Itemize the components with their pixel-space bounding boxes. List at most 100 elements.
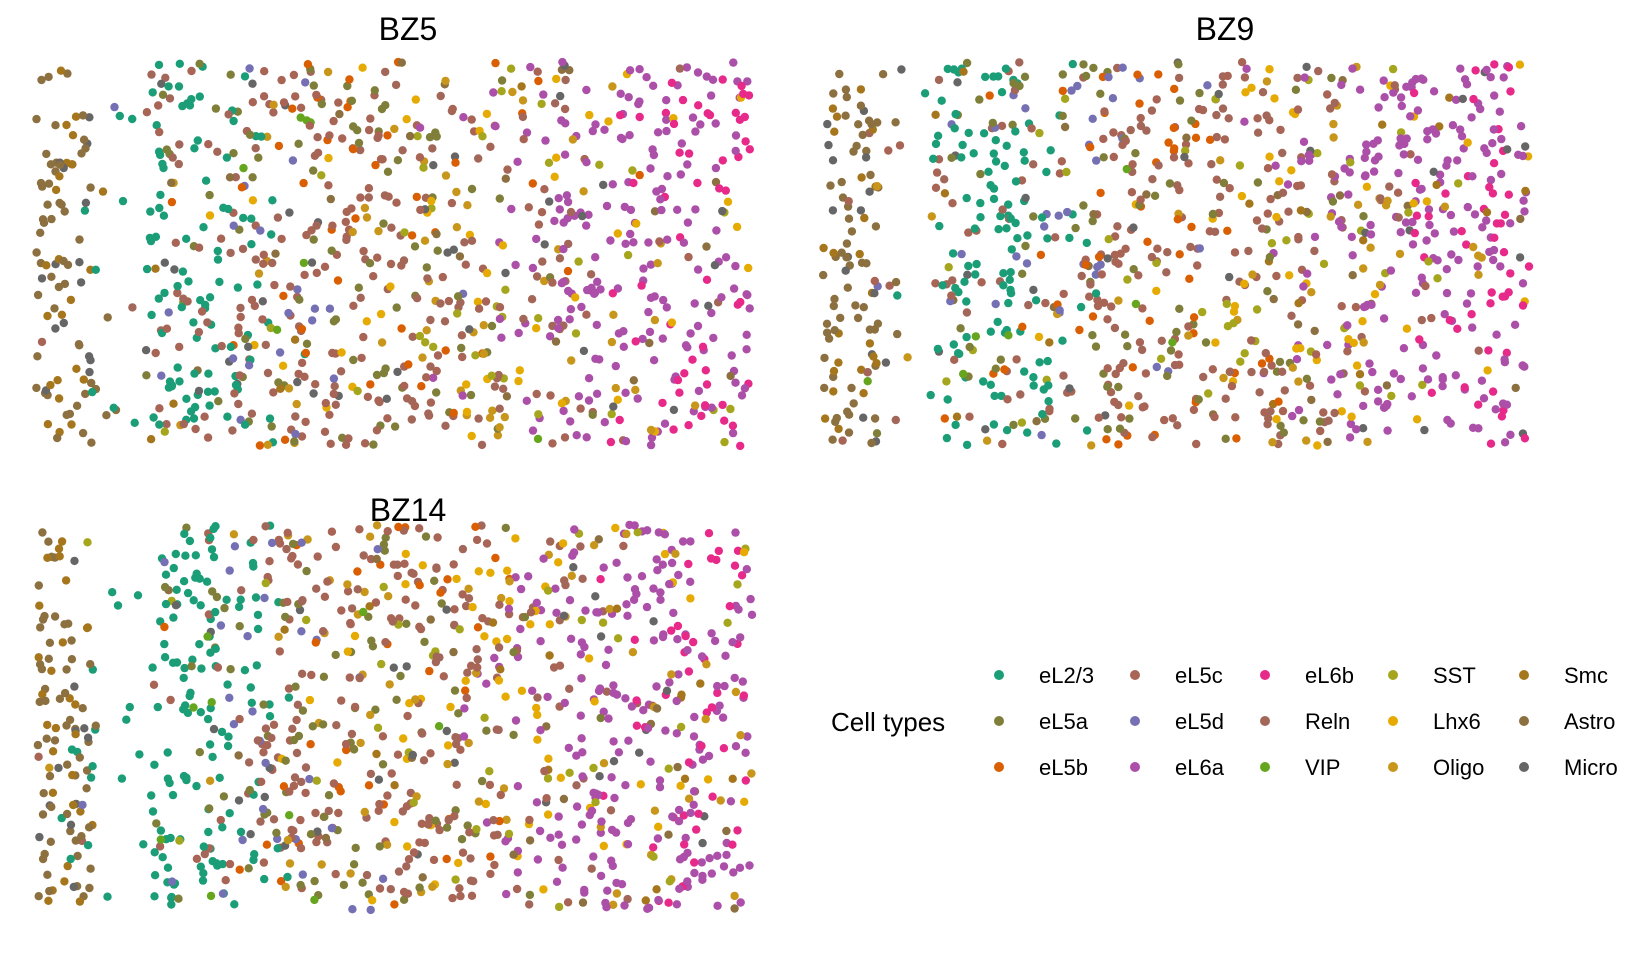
cell-point	[205, 190, 214, 200]
cell-point	[471, 351, 480, 360]
cell-point	[847, 227, 857, 236]
cell-point	[1418, 380, 1427, 390]
cell-point	[456, 891, 465, 901]
cell-point	[684, 758, 694, 767]
cell-point	[437, 599, 446, 608]
cell-point	[1037, 430, 1046, 440]
cell-point	[1276, 125, 1285, 135]
cell-point	[611, 523, 620, 533]
cell-point	[371, 598, 381, 607]
cell-point	[513, 868, 522, 877]
cell-point	[239, 163, 248, 173]
cell-point	[1040, 222, 1049, 231]
cell-point	[189, 414, 199, 423]
cell-point	[931, 139, 941, 149]
cell-point	[403, 711, 412, 721]
cell-point	[171, 238, 180, 247]
cell-point	[349, 145, 358, 154]
cell-point	[718, 75, 727, 84]
cell-point	[50, 612, 60, 621]
cell-point	[81, 198, 91, 207]
cell-point	[1440, 202, 1450, 211]
cell-point	[720, 681, 729, 691]
cell-point	[723, 618, 732, 627]
cell-point	[72, 364, 81, 373]
cell-point	[325, 131, 334, 140]
cell-point	[190, 144, 199, 153]
cell-point	[532, 324, 541, 333]
cell-point	[1389, 369, 1399, 378]
cell-point	[694, 386, 704, 396]
cell-point	[838, 436, 847, 445]
cell-point	[861, 153, 871, 162]
cell-point	[1516, 122, 1526, 131]
cell-point	[418, 353, 427, 362]
cell-point	[655, 776, 665, 785]
cell-point	[333, 276, 343, 285]
cell-point	[675, 64, 685, 73]
cell-point	[45, 638, 55, 647]
cell-point	[744, 263, 753, 273]
cell-point	[1175, 96, 1185, 105]
cell-point	[1486, 175, 1496, 185]
cell-point	[1079, 201, 1088, 210]
cell-point	[1313, 441, 1322, 450]
cell-point	[654, 822, 663, 831]
cell-point	[1367, 300, 1376, 309]
cell-point	[213, 255, 223, 264]
cell-point	[1399, 344, 1409, 353]
cell-point	[635, 97, 644, 106]
cell-point	[135, 750, 144, 759]
cell-point	[173, 363, 182, 372]
cell-point	[678, 537, 688, 546]
legend-key-el6a	[1130, 762, 1140, 772]
cell-point	[737, 571, 747, 580]
cell-point	[586, 270, 596, 279]
cell-point	[606, 806, 616, 815]
cell-point	[1218, 104, 1228, 113]
cell-point	[253, 624, 263, 634]
cell-point	[866, 170, 875, 180]
legend-label-el5c: eL5c	[1175, 663, 1223, 688]
cell-point	[933, 131, 943, 140]
cell-point	[591, 253, 600, 262]
cell-point	[63, 619, 73, 628]
cell-point	[1460, 75, 1470, 84]
cell-point	[859, 389, 868, 398]
cell-point	[159, 211, 169, 220]
cell-point	[1427, 388, 1437, 397]
cell-point	[148, 88, 157, 97]
cell-point	[543, 692, 552, 702]
cell-point	[449, 560, 458, 569]
cell-point	[1267, 361, 1276, 370]
cell-point	[253, 736, 263, 745]
cell-point	[48, 788, 58, 797]
cell-point	[1184, 159, 1193, 168]
cell-point	[195, 748, 204, 757]
cell-point	[545, 620, 554, 629]
cell-point	[844, 197, 853, 206]
cell-point	[1051, 233, 1060, 242]
cell-point	[609, 310, 618, 319]
cell-point	[160, 258, 169, 267]
cell-point	[43, 553, 52, 562]
cell-point	[299, 258, 309, 268]
legend-key-micro	[1519, 762, 1529, 772]
cell-point	[1287, 311, 1296, 320]
cell-point	[501, 692, 510, 701]
cell-point	[458, 590, 467, 599]
cell-point	[532, 272, 542, 281]
cell-point	[1373, 397, 1383, 406]
cell-point	[533, 710, 542, 720]
cell-point	[1219, 373, 1228, 383]
cell-point	[319, 672, 329, 681]
cell-point	[160, 288, 169, 298]
cell-point	[940, 175, 949, 184]
cell-point	[1344, 190, 1353, 199]
cell-point	[189, 318, 198, 327]
cell-point	[486, 142, 495, 151]
cell-point	[534, 220, 544, 229]
cell-point	[1240, 279, 1249, 288]
cell-point	[873, 182, 882, 191]
cell-point	[496, 665, 505, 674]
